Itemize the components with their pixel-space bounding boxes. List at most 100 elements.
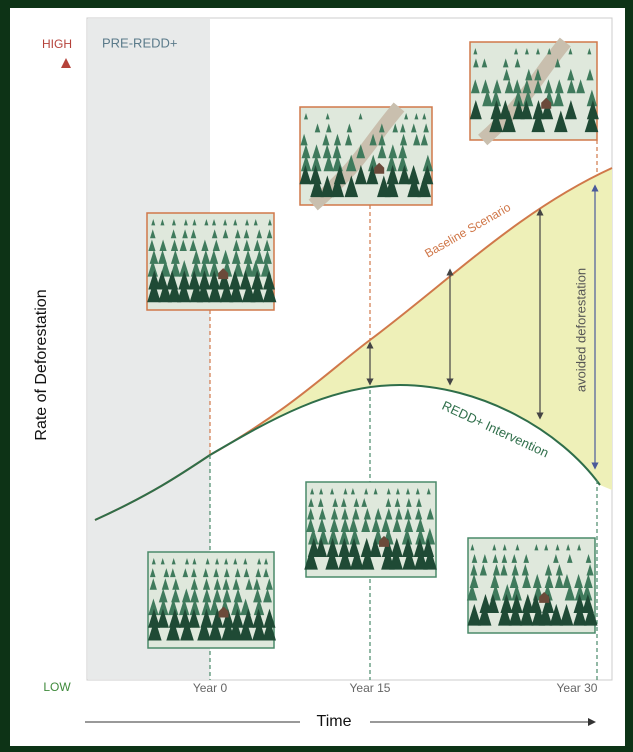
- year-label: Year 0: [193, 681, 228, 695]
- tree: [330, 488, 335, 495]
- tree: [533, 79, 543, 94]
- tree: [586, 89, 598, 107]
- tree: [350, 547, 364, 570]
- tree: [514, 48, 519, 55]
- tree: [326, 123, 332, 133]
- tree: [512, 100, 525, 120]
- tree: [329, 517, 339, 532]
- tree: [422, 154, 434, 172]
- tree: [147, 260, 158, 277]
- tree: [399, 133, 408, 146]
- forest-frame: [467, 537, 596, 634]
- tree: [524, 48, 529, 55]
- house: [541, 97, 552, 109]
- tree: [322, 133, 330, 146]
- tree: [576, 79, 586, 94]
- tree: [378, 133, 386, 146]
- tree: [228, 618, 243, 641]
- tree: [231, 249, 241, 264]
- tree: [554, 573, 564, 588]
- tree: [471, 553, 478, 563]
- forest: [466, 537, 598, 634]
- house: [374, 162, 385, 174]
- tree: [392, 517, 402, 532]
- tree: [354, 165, 367, 185]
- tree: [482, 553, 488, 563]
- tree: [340, 497, 347, 507]
- tree: [405, 488, 410, 495]
- tree: [522, 89, 534, 107]
- tree: [511, 583, 522, 601]
- tree: [426, 488, 431, 495]
- tree: [492, 563, 501, 576]
- tree: [222, 578, 230, 590]
- tree: [532, 573, 542, 588]
- tree: [481, 58, 488, 68]
- tree: [521, 593, 534, 614]
- tree: [535, 48, 540, 55]
- tree: [253, 219, 258, 226]
- tree: [395, 488, 400, 495]
- avoided-area: [210, 168, 612, 490]
- tree: [587, 48, 592, 55]
- tree: [490, 100, 503, 120]
- tree: [198, 270, 211, 290]
- tree: [310, 488, 315, 495]
- tree: [224, 558, 229, 565]
- tree: [266, 229, 273, 239]
- tree: [486, 593, 499, 614]
- tree: [363, 507, 371, 520]
- tree: [584, 110, 599, 133]
- tree: [239, 618, 253, 641]
- tree: [263, 270, 276, 290]
- tree: [573, 593, 586, 614]
- tree: [149, 249, 159, 264]
- tree: [325, 547, 339, 570]
- tree: [469, 100, 482, 120]
- tree: [202, 588, 212, 603]
- tree: [583, 603, 598, 626]
- tree: [554, 79, 564, 94]
- tree: [416, 497, 422, 507]
- tree: [498, 603, 512, 626]
- x-label: Time: [317, 713, 352, 730]
- tree: [160, 260, 171, 277]
- forest: [146, 212, 277, 311]
- tree: [490, 573, 500, 588]
- tree: [320, 175, 335, 198]
- tree: [555, 544, 560, 551]
- tree: [190, 260, 202, 277]
- tree: [413, 133, 421, 146]
- tree: [503, 68, 511, 81]
- tree: [209, 260, 220, 277]
- tree: [256, 229, 263, 239]
- avoided-label: avoided deforestation: [573, 268, 588, 392]
- tree: [379, 123, 385, 133]
- tree: [385, 507, 393, 520]
- tree: [202, 578, 211, 590]
- tree: [392, 123, 399, 133]
- tree: [500, 563, 508, 576]
- tree: [369, 133, 377, 146]
- tree: [222, 588, 232, 603]
- tree: [573, 603, 587, 626]
- tree: [301, 144, 311, 159]
- tree: [574, 583, 586, 601]
- tree: [263, 588, 272, 603]
- tree: [586, 68, 594, 81]
- forest-illustrations: [146, 37, 599, 649]
- tree: [233, 558, 238, 565]
- forest: [304, 481, 437, 578]
- tree: [204, 219, 209, 226]
- tree: [332, 497, 339, 507]
- tree: [253, 578, 261, 590]
- tree: [386, 165, 399, 185]
- tree: [502, 110, 516, 133]
- tree: [300, 133, 308, 146]
- tree: [555, 563, 563, 576]
- tree: [252, 618, 266, 641]
- tree: [482, 89, 493, 107]
- tree: [585, 553, 592, 563]
- tree: [508, 603, 523, 626]
- tree: [309, 165, 322, 185]
